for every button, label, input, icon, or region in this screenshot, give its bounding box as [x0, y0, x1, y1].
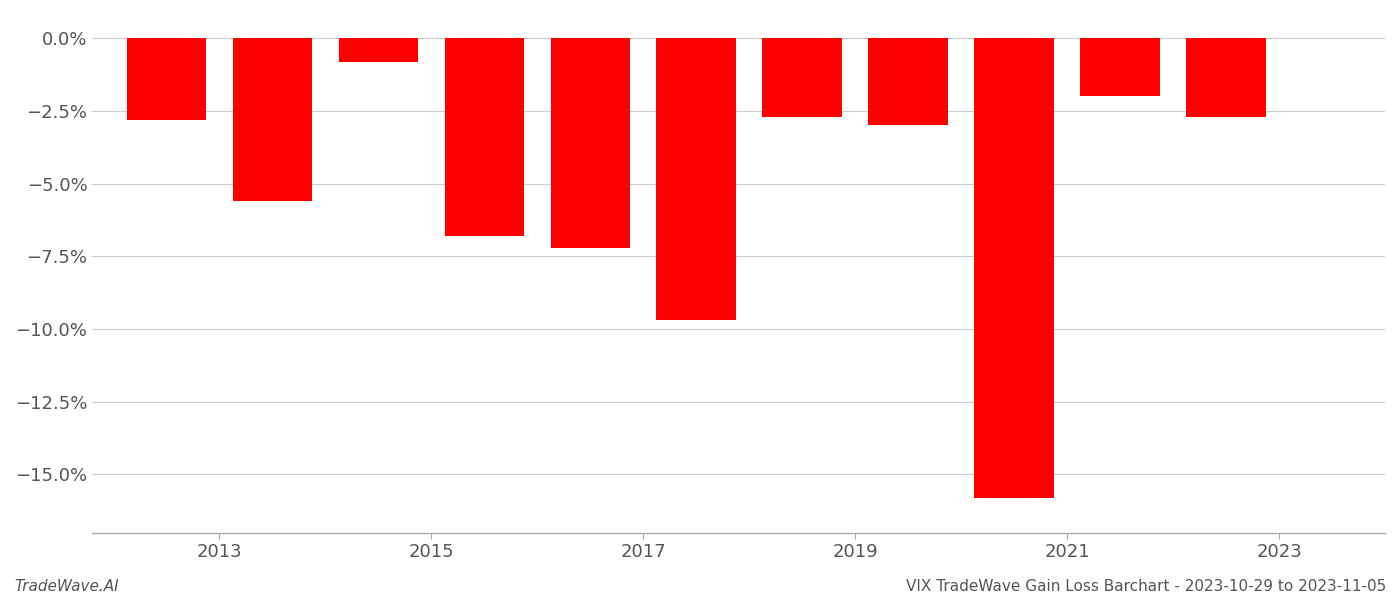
Bar [868, 38, 948, 125]
Bar [550, 38, 630, 248]
Text: TradeWave.AI: TradeWave.AI [14, 579, 119, 594]
Bar [763, 38, 841, 117]
Bar [445, 38, 524, 236]
Bar [339, 38, 419, 62]
Bar [126, 38, 206, 119]
Bar [1081, 38, 1159, 97]
Bar [657, 38, 736, 320]
Text: VIX TradeWave Gain Loss Barchart - 2023-10-29 to 2023-11-05: VIX TradeWave Gain Loss Barchart - 2023-… [906, 579, 1386, 594]
Bar [1186, 38, 1266, 117]
Bar [974, 38, 1054, 497]
Bar [232, 38, 312, 201]
